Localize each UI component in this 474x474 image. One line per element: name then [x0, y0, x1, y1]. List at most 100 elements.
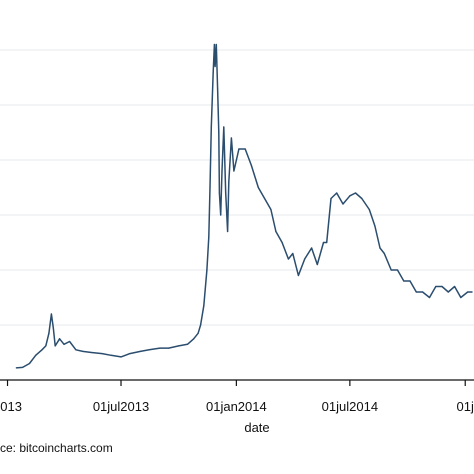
- data-point: [48, 332, 50, 334]
- data-point: [82, 350, 84, 352]
- data-point: [244, 148, 246, 150]
- data-point: [159, 347, 161, 349]
- data-point: [226, 230, 229, 233]
- data-point: [379, 247, 381, 249]
- data-point: [221, 170, 223, 172]
- data-point: [460, 296, 462, 299]
- data-point: [228, 181, 230, 183]
- data-point: [213, 43, 216, 46]
- data-point: [208, 236, 210, 238]
- data-point: [58, 338, 61, 340]
- data-point: [250, 164, 253, 167]
- data-point: [354, 192, 357, 194]
- data-point: [223, 126, 225, 128]
- data-point: [186, 343, 189, 345]
- data-point: [471, 291, 473, 293]
- data-point: [225, 192, 227, 194]
- data-point: [441, 285, 443, 288]
- data-point: [421, 291, 424, 293]
- data-point: [68, 340, 71, 343]
- data-point: [193, 338, 195, 340]
- x-tick-label: 2013: [0, 399, 22, 414]
- x-tick-label: 01jul2013: [93, 399, 149, 414]
- data-point: [257, 186, 259, 189]
- data-point: [349, 195, 351, 197]
- data-point: [374, 225, 376, 227]
- data-point: [218, 192, 221, 194]
- data-point: [467, 291, 469, 293]
- data-point: [41, 349, 43, 351]
- data-point: [297, 274, 300, 277]
- data-point: [52, 327, 54, 329]
- data-point: [120, 356, 122, 358]
- data-point: [218, 131, 220, 134]
- x-tick-label: 01j: [457, 399, 474, 414]
- data-point: [28, 362, 31, 365]
- x-tick-label: 01jan2014: [206, 399, 267, 414]
- data-point: [396, 269, 399, 271]
- data-point: [435, 285, 437, 288]
- data-point: [90, 351, 93, 354]
- data-point: [197, 332, 199, 334]
- data-point: [330, 197, 332, 200]
- data-point: [220, 214, 222, 216]
- source-note: rce: bitcoincharts.com: [0, 441, 113, 455]
- data-point: [148, 349, 150, 351]
- data-point: [292, 252, 294, 255]
- data-point: [326, 241, 328, 244]
- data-point: [270, 208, 272, 211]
- data-point: [281, 241, 283, 244]
- data-point: [383, 252, 385, 255]
- data-point: [15, 367, 17, 369]
- data-point: [361, 197, 363, 200]
- axis-layer: [0, 379, 474, 386]
- data-point: [263, 197, 266, 200]
- data-point: [409, 280, 411, 282]
- data-point: [210, 126, 212, 128]
- data-point: [215, 43, 217, 46]
- data-point: [453, 285, 456, 288]
- data-point: [75, 349, 77, 351]
- data-point: [447, 291, 449, 293]
- data-point: [233, 170, 235, 172]
- data-point: [212, 71, 214, 73]
- data-point: [139, 350, 142, 352]
- data-point: [35, 354, 37, 356]
- data-point: [216, 87, 219, 90]
- data-point: [63, 343, 65, 345]
- data-point: [50, 313, 53, 315]
- data-point: [209, 186, 211, 189]
- data-point: [322, 241, 325, 244]
- data-point: [129, 353, 131, 355]
- data-point: [110, 354, 112, 356]
- data-point: [21, 366, 24, 368]
- series-layer: [15, 43, 473, 369]
- data-point: [178, 345, 180, 347]
- data-point: [200, 324, 202, 326]
- data-point: [403, 280, 405, 282]
- data-point: [230, 137, 232, 139]
- data-point: [390, 269, 392, 271]
- x-axis-title: date: [244, 420, 269, 435]
- data-point: [311, 247, 313, 249]
- data-point: [214, 65, 216, 68]
- data-point: [275, 230, 277, 233]
- data-point: [428, 296, 431, 299]
- data-point: [342, 203, 344, 205]
- data-point: [368, 208, 370, 211]
- x-tick-label: 01jul2014: [322, 399, 378, 414]
- data-point: [54, 345, 56, 347]
- data-point: [415, 291, 417, 293]
- data-point: [336, 192, 338, 194]
- data-point: [101, 353, 103, 355]
- data-point: [304, 258, 306, 260]
- data-point: [203, 305, 205, 307]
- data-point: [287, 258, 290, 260]
- data-point: [316, 263, 318, 266]
- data-point: [206, 269, 208, 271]
- data-point: [238, 148, 240, 150]
- x-tick-labels: 2013 01jul2013 01jan2014 01jul2014 01j: [0, 399, 474, 414]
- data-point: [45, 345, 47, 347]
